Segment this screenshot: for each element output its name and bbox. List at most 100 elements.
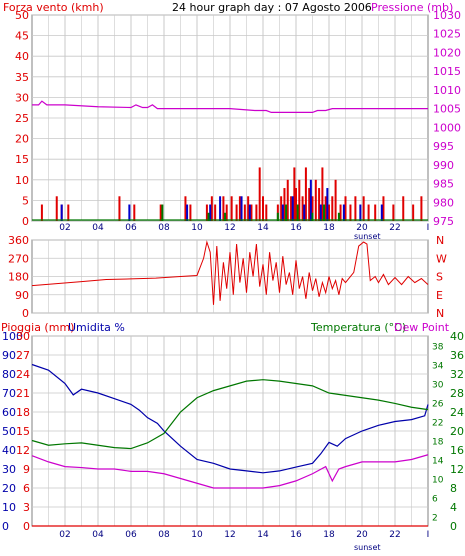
gust-bar-13 xyxy=(342,204,345,221)
wind-bar-30 xyxy=(295,188,297,221)
wind-tick-label: 0 xyxy=(22,215,29,228)
temperature-tick-label: 32 xyxy=(450,368,464,381)
extra-temperature-tick-label: 38 xyxy=(432,343,444,353)
rain-tick-label: 6 xyxy=(23,482,30,495)
temperature-tick-label: 8 xyxy=(450,482,457,495)
wind-bar-18 xyxy=(247,196,250,221)
calm-bar-3 xyxy=(276,212,279,221)
wind-bar-49 xyxy=(374,204,377,221)
pressure-tick-label: 1030 xyxy=(433,9,461,22)
direction-tick-label: 360 xyxy=(8,234,29,247)
wind-tick-label: 50 xyxy=(15,9,29,22)
pressure-tick-label: 990 xyxy=(433,159,454,172)
rain-tick-label: 3 xyxy=(23,501,30,514)
calm-bar-8 xyxy=(337,212,340,221)
rain-axis-title: Pioggia (mm) xyxy=(1,321,74,334)
time-tick-label-climate: 16 xyxy=(290,530,302,540)
wind-bar-51 xyxy=(392,204,395,221)
rain-tick-label: 9 xyxy=(23,463,30,476)
compass-tick-label: E xyxy=(436,289,443,302)
wind-bar-15 xyxy=(235,204,238,221)
pressure-tick-label: 985 xyxy=(433,178,454,191)
time-tick-label: 08 xyxy=(158,223,170,233)
wind-bar-47 xyxy=(362,196,365,221)
calm-bar-1 xyxy=(207,212,210,221)
compass-tick-label: W xyxy=(436,252,447,265)
wind-bar-32 xyxy=(301,196,304,221)
temperature-tick-label: 16 xyxy=(450,444,464,457)
gust-bar-7 xyxy=(281,204,284,221)
pressure-tick-label: 1010 xyxy=(433,84,461,97)
wind-tick-label: 40 xyxy=(15,50,29,63)
dewpoint-line xyxy=(31,454,429,489)
wind-tick-label: 20 xyxy=(15,133,29,146)
pressure-tick-label: 975 xyxy=(433,215,454,228)
time-tick-label-climate: 06 xyxy=(125,530,137,540)
gust-bar-12 xyxy=(326,188,329,221)
wind-bar-26 xyxy=(283,188,286,221)
temperature-tick-label: 40 xyxy=(450,330,464,343)
wind-tick-label: 10 xyxy=(15,174,29,187)
compass-tick-label: N xyxy=(436,307,444,320)
extra-temperature-tick-label: 30 xyxy=(432,381,444,391)
gust-bar-11 xyxy=(319,204,322,221)
compass-tick-label: N xyxy=(436,234,444,247)
time-tick-label-climate: 10 xyxy=(191,530,203,540)
tick-label-layer: 0510152025303540455097598098599099510001… xyxy=(2,9,464,540)
rain-tick-label: 21 xyxy=(16,387,30,400)
temperature-tick-label: 20 xyxy=(450,425,464,438)
wind-bar-41 xyxy=(331,196,334,221)
wind-bar-34 xyxy=(308,188,311,221)
pressure-tick-label: 1005 xyxy=(433,103,461,116)
extra-temperature-tick-label: 6 xyxy=(432,495,438,505)
sunset-label-panel3: sunset xyxy=(354,543,381,552)
wind-bar-8 xyxy=(189,204,192,221)
time-tick-label: 20 xyxy=(356,223,368,233)
wind-tick-label: 25 xyxy=(15,112,29,125)
wind-bar-45 xyxy=(349,204,352,221)
wind-bar-19 xyxy=(250,204,253,221)
temperature-tick-label: 4 xyxy=(450,501,457,514)
humidity-axis-title: Umidita % xyxy=(68,321,125,334)
wind-bar-14 xyxy=(230,196,233,221)
time-tick-label: 16 xyxy=(290,223,302,233)
humidity-tick-label: 20 xyxy=(2,482,16,495)
gust-bar-4 xyxy=(219,196,222,221)
time-tick-label: 14 xyxy=(257,223,269,233)
wind-tick-label: 45 xyxy=(15,30,29,43)
wind-bar-16 xyxy=(238,196,241,221)
rain-tick-label: 27 xyxy=(16,349,30,362)
wind-bar-12 xyxy=(222,196,225,221)
wind-bar-13 xyxy=(225,204,228,221)
calm-bar-0 xyxy=(161,204,164,221)
temperature-tick-label: 24 xyxy=(450,406,464,419)
time-tick-label-climate: 14 xyxy=(257,530,269,540)
wind-bar-53 xyxy=(412,204,415,221)
humidity-tick-label: 10 xyxy=(2,501,16,514)
time-tick-label-climate: I xyxy=(427,530,430,540)
rain-tick-label: 30 xyxy=(16,330,30,343)
humidity-tick-label: 60 xyxy=(2,406,16,419)
humidity-tick-label: 80 xyxy=(2,368,16,381)
wind-bar-17 xyxy=(243,204,246,221)
direction-line xyxy=(31,240,429,305)
data-mark-layer xyxy=(31,100,429,527)
wind-bar-11 xyxy=(214,204,217,221)
wind-bar-28 xyxy=(290,196,293,221)
wind-bar-21 xyxy=(258,167,261,221)
wind-bar-4 xyxy=(118,196,121,221)
time-tick-label: 10 xyxy=(191,223,203,233)
time-tick-label-climate: 18 xyxy=(323,530,335,540)
time-tick-label: 22 xyxy=(389,223,400,233)
wind-bar-23 xyxy=(265,204,268,221)
humidity-line xyxy=(31,363,429,474)
wind-bar-48 xyxy=(367,204,370,221)
time-tick-label: 02 xyxy=(59,223,70,233)
time-tick-label: I xyxy=(427,223,430,233)
wind-bar-37 xyxy=(318,188,321,221)
temperature-axis-title: Temperatura (°C) xyxy=(310,321,406,334)
pressure-tick-label: 980 xyxy=(433,196,454,209)
extra-temperature-tick-label: 22 xyxy=(432,419,443,429)
wind-bar-6 xyxy=(159,204,162,221)
extra-temperature-tick-label: 26 xyxy=(432,400,444,410)
